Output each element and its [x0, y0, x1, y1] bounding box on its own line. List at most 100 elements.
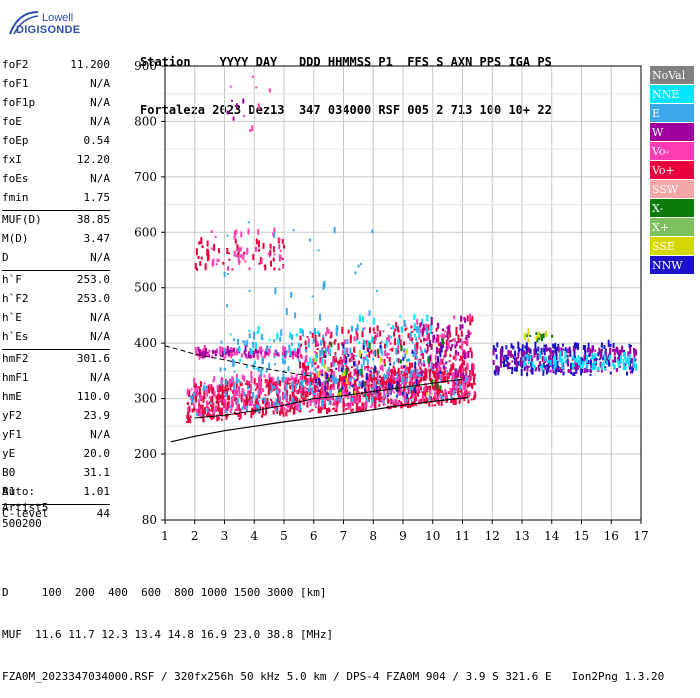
echo-point	[205, 351, 208, 354]
echo-point	[216, 407, 219, 410]
echo-point	[235, 229, 238, 235]
logo-brand: Lowell	[42, 12, 74, 24]
echo-point	[443, 389, 446, 392]
echo-point	[509, 350, 512, 358]
echo-point	[557, 346, 560, 353]
echo-point	[276, 384, 279, 391]
echo-point	[511, 366, 514, 372]
echo-point	[262, 409, 264, 416]
echo-point	[244, 406, 246, 410]
echo-point	[396, 381, 399, 386]
auto-version: 500200	[2, 517, 42, 530]
echo-point	[265, 407, 268, 415]
echo-point	[365, 355, 368, 361]
echo-point	[541, 356, 544, 363]
echo-point	[342, 401, 345, 407]
param-row: D N/A	[2, 251, 110, 270]
echo-point	[289, 347, 292, 355]
echo-point	[509, 367, 512, 370]
echo-point	[294, 312, 297, 319]
echo-point	[429, 331, 432, 334]
echo-point	[250, 411, 253, 419]
echo-point	[542, 333, 545, 339]
echo-point	[575, 342, 578, 349]
echo-point	[306, 372, 309, 375]
echo-point	[356, 393, 359, 401]
echo-point	[374, 379, 377, 387]
echo-point	[197, 346, 200, 352]
echo-point	[315, 382, 318, 386]
echo-point	[259, 386, 262, 394]
echo-point	[594, 353, 597, 358]
echo-point	[318, 400, 320, 408]
echo-point	[343, 370, 346, 376]
echo-point	[458, 368, 460, 373]
echo-point	[318, 395, 321, 403]
echo-point	[373, 398, 376, 403]
echo-point	[398, 340, 401, 344]
echo-point	[461, 324, 464, 329]
echo-point	[464, 367, 467, 372]
echo-point	[350, 408, 353, 412]
echo-point	[400, 326, 403, 333]
echo-point	[420, 390, 423, 393]
echo-point	[379, 375, 381, 379]
echo-point	[257, 103, 260, 111]
echo-point	[557, 366, 560, 372]
echo-point	[215, 395, 218, 400]
echo-point	[317, 371, 320, 378]
echo-point	[191, 408, 194, 413]
echo-point	[255, 86, 258, 89]
echo-point	[444, 390, 447, 394]
echo-point	[374, 338, 377, 342]
echo-point	[200, 395, 203, 400]
echo-point	[285, 404, 288, 407]
echo-point	[427, 332, 430, 340]
echo-point	[372, 358, 374, 361]
echo-point	[502, 356, 505, 361]
echo-point	[406, 393, 409, 399]
echo-point	[613, 348, 616, 356]
echo-point	[549, 355, 552, 362]
echo-point	[438, 366, 441, 374]
echo-point	[230, 396, 233, 404]
echo-point	[462, 341, 465, 343]
echo-point	[422, 360, 425, 364]
echo-point	[594, 360, 596, 364]
echo-point	[285, 383, 288, 390]
echo-point	[303, 360, 306, 364]
echo-point	[583, 354, 586, 362]
echo-point	[201, 351, 204, 358]
echo-point	[266, 397, 269, 405]
param-row: yF1 N/A	[2, 428, 110, 447]
echo-point	[430, 362, 433, 369]
echo-point	[349, 402, 352, 409]
echo-point	[284, 389, 286, 392]
echo-point	[246, 380, 249, 386]
echo-point	[443, 371, 446, 375]
echo-point	[368, 342, 371, 350]
echo-point	[332, 403, 335, 406]
param-row: C-level 44	[2, 507, 110, 526]
echo-point	[272, 403, 275, 408]
echo-point	[335, 329, 338, 332]
echo-point	[250, 400, 252, 407]
echo-point	[526, 372, 529, 377]
echo-point	[434, 354, 437, 361]
echo-point	[270, 399, 273, 401]
echo-point	[431, 404, 434, 407]
echo-point	[612, 359, 615, 363]
echo-point	[233, 389, 236, 395]
echo-point	[392, 401, 395, 408]
echo-point	[355, 328, 357, 332]
echo-point	[211, 355, 214, 359]
echo-point	[289, 394, 292, 402]
echo-point	[247, 385, 249, 390]
echo-point	[327, 398, 330, 401]
echo-point	[195, 408, 198, 414]
param-value: 23.9	[83, 409, 111, 422]
echo-point	[429, 354, 432, 362]
echo-point	[447, 374, 450, 377]
echo-point	[523, 368, 526, 371]
echo-point	[440, 334, 443, 338]
